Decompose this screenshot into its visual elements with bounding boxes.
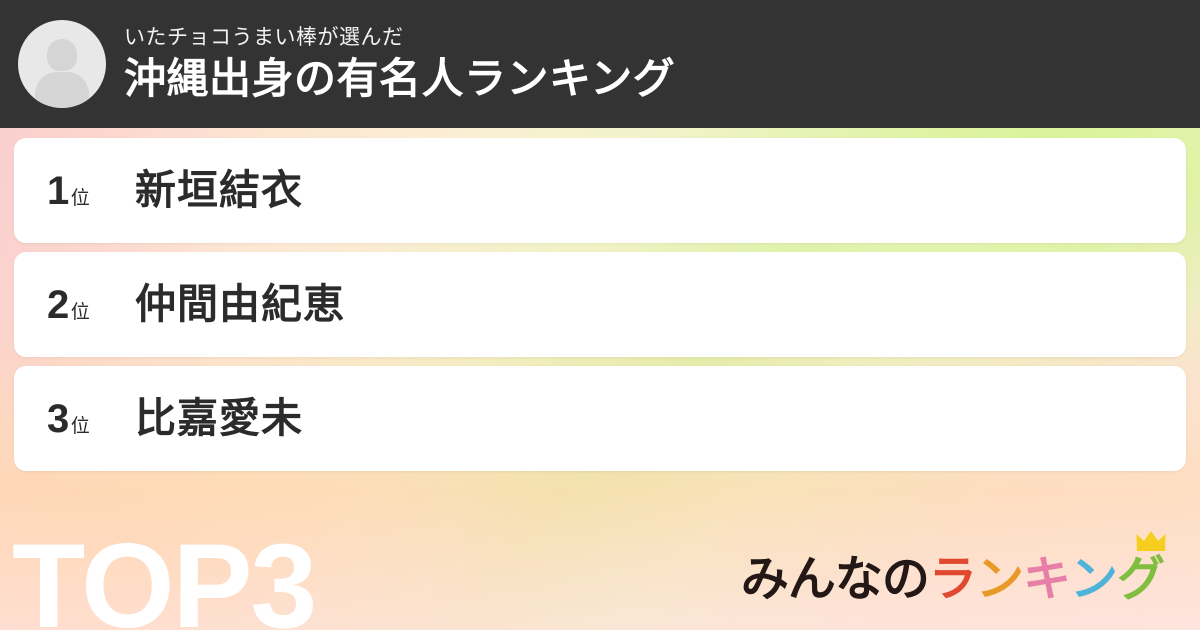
rank-number-group-1: 1 位 xyxy=(47,171,117,211)
rank-unit-1: 位 xyxy=(70,187,90,209)
ranking-row-2[interactable]: 2 位 仲間由紀恵 xyxy=(14,252,1186,357)
brand-logo-char-gu-group: グ xyxy=(1116,531,1166,606)
header-text-group: いたチョコうまい棒が選んだ 沖縄出身の有名人ランキング xyxy=(124,25,675,104)
brand-logo-dark-text: みんなの xyxy=(740,553,930,606)
brand-logo-char-n1: ン xyxy=(975,553,1024,606)
rank-number-group-2: 2 位 xyxy=(47,285,117,325)
avatar-head-shape xyxy=(47,39,77,71)
brand-logo-char-ra: ラ xyxy=(928,553,977,606)
rank-number-1: 1 xyxy=(47,168,69,213)
rank-number-3: 3 xyxy=(47,396,69,441)
rank-entry-name-3: 比嘉愛未 xyxy=(135,394,303,441)
brand-logo-char-ki: キ xyxy=(1022,553,1071,606)
rank-entry-name-2: 仲間由紀恵 xyxy=(135,280,345,327)
crown-icon xyxy=(1136,531,1166,551)
ranking-list: 1 位 新垣結衣 2 位 仲間由紀恵 3 位 比嘉愛未 xyxy=(14,138,1186,480)
top3-label: TOP3 xyxy=(12,519,317,630)
user-avatar-icon xyxy=(18,20,106,108)
ranking-row-1[interactable]: 1 位 新垣結衣 xyxy=(14,138,1186,243)
header-bar: いたチョコうまい棒が選んだ 沖縄出身の有名人ランキング xyxy=(0,0,1200,128)
header-subtitle: いたチョコうまい棒が選んだ xyxy=(124,25,404,49)
brand-logo[interactable]: みんなの ラ ン キ ン グ xyxy=(740,531,1166,606)
ranking-row-3[interactable]: 3 位 比嘉愛未 xyxy=(14,366,1186,471)
brand-logo-char-gu: グ xyxy=(1116,553,1165,606)
rank-unit-3: 位 xyxy=(70,415,90,437)
brand-logo-char-n2: ン xyxy=(1069,553,1118,606)
avatar-body-shape xyxy=(35,72,89,108)
rank-number-2: 2 xyxy=(47,282,69,327)
rank-unit-2: 位 xyxy=(70,301,90,323)
page-title: 沖縄出身の有名人ランキング xyxy=(124,54,676,102)
rank-number-group-3: 3 位 xyxy=(47,399,117,439)
rank-entry-name-1: 新垣結衣 xyxy=(135,166,303,213)
